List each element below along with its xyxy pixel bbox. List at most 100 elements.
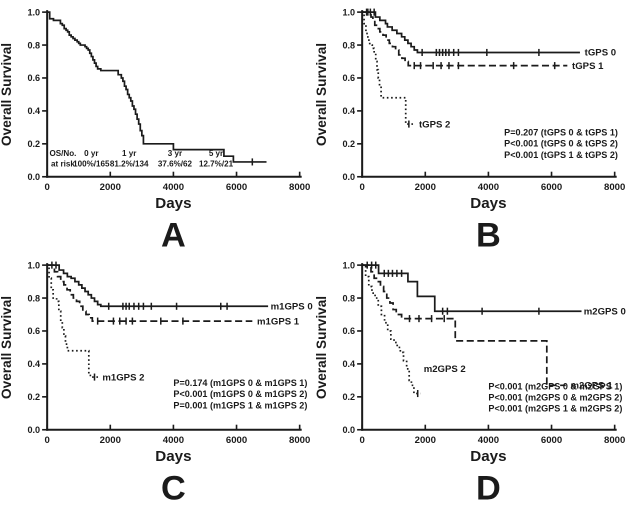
y-tick-label: 0.4 (27, 359, 40, 369)
y-tick-label: 0.8 (342, 40, 355, 50)
at-risk-header: 0 yr (84, 149, 99, 158)
at-risk-header: 3 yr (168, 149, 183, 158)
x-tick-label: 2000 (414, 434, 435, 445)
y-tick-label: 0.0 (342, 424, 355, 434)
x-tick-label: 6000 (540, 434, 561, 445)
x-tick-label: 8000 (289, 434, 310, 445)
panel-letter: D (476, 469, 501, 505)
series-line-m2gps-0 (361, 263, 582, 312)
p-value-line: P<0.001 (m2GPS 0 & m2GPS 2) (488, 392, 622, 402)
series-label-tgps-2: tGPS 2 (418, 119, 449, 130)
y-tick-label: 0.4 (342, 106, 355, 116)
series-label-m2gps-2: m2GPS 2 (423, 364, 465, 375)
x-tick-label: 0 (44, 434, 49, 445)
x-axis-title: Days (470, 195, 506, 212)
y-tick-label: 0.2 (342, 392, 355, 402)
series-line-m2gps-1 (361, 263, 566, 386)
y-tick-label: 0.8 (27, 40, 40, 50)
p-value-line: P<0.001 (m2GPS 1 & m2GPS 2) (488, 403, 622, 413)
panel-letter: B (476, 216, 501, 252)
series-line-overall-survival-(all-patients) (47, 11, 267, 163)
x-tick-label: 2000 (100, 434, 121, 445)
y-tick-label: 0.0 (27, 172, 40, 182)
y-axis-title: Overall Survival (0, 43, 14, 146)
x-tick-label: 8000 (604, 182, 625, 193)
x-tick-label: 6000 (540, 182, 561, 193)
km-chart-d: 0.0 0.2 0.4 0.6 0.8 1.0 0 2000 4000 6000 8000 Overa… (315, 260, 626, 505)
x-tick-label: 6000 (226, 434, 247, 445)
at-risk-value: 100%/165 (73, 160, 110, 169)
y-tick-label: 0.8 (27, 293, 40, 303)
x-tick-label: 8000 (289, 182, 310, 193)
y-tick-label: 0.2 (27, 139, 40, 149)
y-tick-label: 1.0 (27, 7, 40, 17)
panel-d: 0.0 0.2 0.4 0.6 0.8 1.0 0 2000 4000 6000 8000 Overa… (315, 253, 629, 505)
series-label-m1gps-0: m1GPS 0 (271, 301, 313, 312)
y-tick-label: 0.6 (27, 73, 40, 83)
y-tick-label: 1.0 (27, 260, 40, 270)
y-tick-label: 0.6 (27, 326, 40, 336)
at-risk-header: 5 yr (209, 149, 224, 158)
x-tick-label: 6000 (226, 182, 247, 193)
x-tick-label: 8000 (604, 434, 625, 445)
panel-letter: A (161, 216, 186, 252)
x-tick-label: 0 (44, 182, 49, 193)
at-risk-row-label: OS/No. (49, 149, 76, 158)
series-label-m2gps-1: m2GPS 1 (570, 380, 613, 391)
x-tick-label: 4000 (477, 182, 498, 193)
series-line-tgps-1 (361, 11, 567, 67)
x-tick-label: 2000 (414, 182, 435, 193)
p-value-line: P=0.174 (m1GPS 0 & m1GPS 1) (173, 378, 307, 388)
y-tick-label: 1.0 (342, 260, 355, 270)
series-line-m2gps-2 (361, 263, 421, 394)
at-risk-value: 81.2%/134 (110, 160, 149, 169)
panel-b: 0.0 0.2 0.4 0.6 0.8 1.0 0 2000 4000 6000 8000 Overa… (315, 0, 629, 252)
panel-a: 0.0 0.2 0.4 0.6 0.8 1.0 0 2000 4000 6000 8000 Overa… (0, 0, 315, 252)
at-risk-row-label: at risk (51, 160, 75, 169)
p-value-line: P<0.001 (tGPS 1 & tGPS 2) (504, 150, 618, 160)
p-value-line: P=0.207 (tGPS 0 & tGPS 1) (504, 128, 618, 138)
y-tick-label: 0.0 (342, 172, 355, 182)
series-line-m1gps-1 (47, 263, 253, 322)
x-axis-title: Days (155, 448, 191, 465)
y-axis-title: Overall Survival (315, 295, 329, 398)
at-risk-value: 12.7%/21 (199, 160, 234, 169)
y-tick-label: 0.4 (342, 359, 355, 369)
panel-letter: C (161, 469, 186, 505)
series-label-m1gps-1: m1GPS 1 (257, 316, 300, 327)
series-line-tgps-0 (361, 11, 580, 54)
y-tick-label: 0.6 (342, 326, 355, 336)
x-tick-label: 0 (359, 182, 364, 193)
x-tick-label: 4000 (477, 434, 498, 445)
series-label-m2gps-0: m2GPS 0 (583, 306, 625, 317)
x-tick-label: 4000 (163, 434, 184, 445)
panel-c: 0.0 0.2 0.4 0.6 0.8 1.0 0 2000 4000 6000 8000 Overa… (0, 253, 315, 505)
series-line-m1gps-0 (47, 263, 269, 307)
series-line-m1gps-2 (47, 263, 99, 378)
y-tick-label: 0.2 (27, 392, 40, 402)
p-value-line: P<0.001 (m2GPS 0 & m2GPS 1) (488, 381, 622, 391)
km-chart-c: 0.0 0.2 0.4 0.6 0.8 1.0 0 2000 4000 6000 8000 Overa… (0, 260, 313, 505)
y-tick-label: 0.2 (342, 139, 355, 149)
x-tick-label: 2000 (100, 182, 121, 193)
y-axis-title: Overall Survival (0, 295, 14, 398)
km-chart-a: 0.0 0.2 0.4 0.6 0.8 1.0 0 2000 4000 6000 8000 Overa… (0, 7, 310, 252)
series-line-tgps-2 (361, 11, 414, 125)
p-value-line: P<0.001 (tGPS 0 & tGPS 2) (504, 139, 618, 149)
y-tick-label: 0.4 (27, 106, 40, 116)
y-tick-label: 0.8 (342, 293, 355, 303)
series-label-tgps-1: tGPS 1 (572, 61, 604, 72)
p-value-line: P<0.001 (m1GPS 0 & m1GPS 2) (173, 389, 307, 399)
series-label-m1gps-2: m1GPS 2 (102, 372, 144, 383)
y-tick-label: 1.0 (342, 7, 355, 17)
x-axis-title: Days (155, 195, 191, 212)
km-chart-b: 0.0 0.2 0.4 0.6 0.8 1.0 0 2000 4000 6000 8000 Overa… (315, 7, 625, 252)
at-risk-value: 37.6%/62 (158, 160, 193, 169)
x-tick-label: 4000 (163, 182, 184, 193)
x-tick-label: 0 (359, 434, 364, 445)
y-axis-title: Overall Survival (315, 43, 329, 146)
at-risk-header: 1 yr (122, 149, 137, 158)
x-axis-title: Days (470, 448, 506, 465)
y-tick-label: 0.0 (27, 424, 40, 434)
